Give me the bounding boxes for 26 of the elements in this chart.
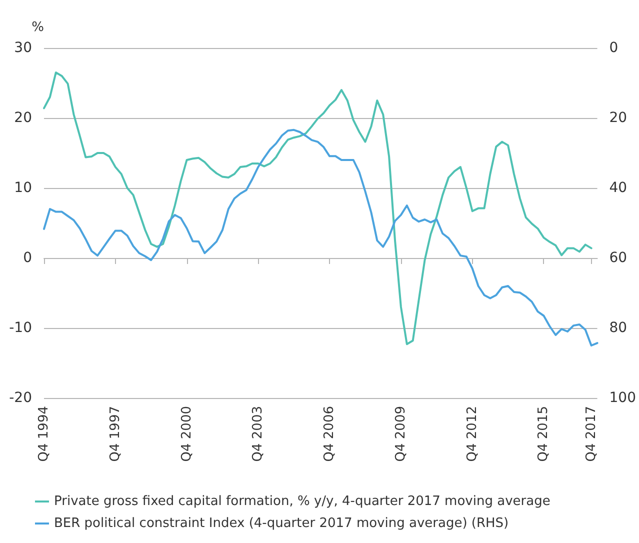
x-tick-label: Q4 2017 [584,406,599,462]
legend-label: Private gross fixed capital formation, % y/y, 4-quarter 2017 moving average [54,494,550,509]
y2-tick-label: 40 [609,180,628,196]
y-tick-label: 0 [23,250,32,266]
y-tick-label: 10 [14,180,32,196]
y-axis-title: % [32,20,44,35]
x-tick-label: Q4 2009 [393,406,408,462]
x-tick-label: Q4 2000 [179,406,194,462]
legend-label: BER political constraint Index (4-quarter 2017 moving average) (RHS) [54,516,509,531]
y2-tick-label: 100 [609,390,636,406]
y-tick-label: -20 [9,390,32,406]
y2-tick-label: 60 [609,250,628,266]
x-tick-label: Q4 2012 [464,406,480,462]
line-series [43,72,592,346]
x-tick-label: Q4 2003 [250,406,266,462]
line-series [43,128,598,346]
y2-tick-label: 80 [609,320,628,336]
y-tick-label: -10 [9,320,32,336]
x-tick-label: Q4 1997 [108,406,123,462]
y-tick-label: 20 [14,110,32,126]
y2-tick-label: 0 [609,40,618,56]
x-tick-label: Q4 2015 [536,406,552,462]
y2-tick-label: 20 [609,110,628,126]
x-tick-label: Q4 1994 [36,406,52,462]
y-tick-label: 30 [14,40,32,56]
x-tick-label: Q4 2006 [322,406,338,462]
